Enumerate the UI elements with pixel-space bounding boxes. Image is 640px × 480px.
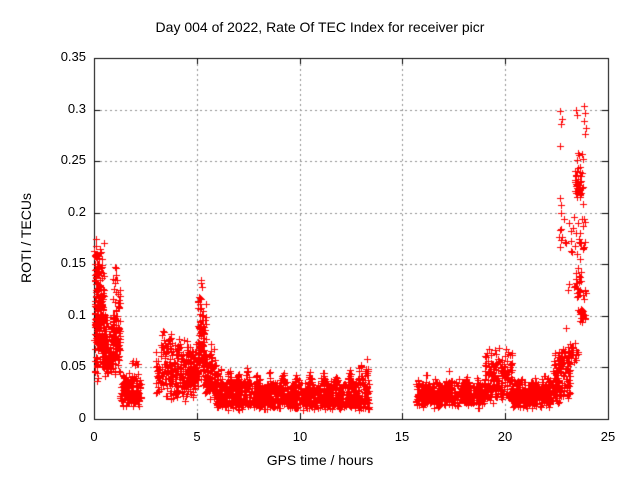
y-tick-label: 0.15 xyxy=(60,255,86,270)
y-tick-label: 0.35 xyxy=(60,49,86,64)
x-tick-label: 20 xyxy=(497,429,513,444)
x-tick-label: 0 xyxy=(90,429,98,444)
y-tick-label: 0.1 xyxy=(67,307,86,322)
x-tick-label: 15 xyxy=(394,429,410,444)
y-tick-label: 0.3 xyxy=(67,101,86,116)
y-tick-label: 0 xyxy=(78,410,86,425)
y-tick-label: 0.25 xyxy=(60,152,86,167)
x-tick-label: 25 xyxy=(600,429,616,444)
x-tick-label: 10 xyxy=(292,429,308,444)
y-tick-label: 0.05 xyxy=(60,358,86,373)
x-tick-label: 5 xyxy=(193,429,201,444)
y-tick-label: 0.2 xyxy=(67,204,86,219)
